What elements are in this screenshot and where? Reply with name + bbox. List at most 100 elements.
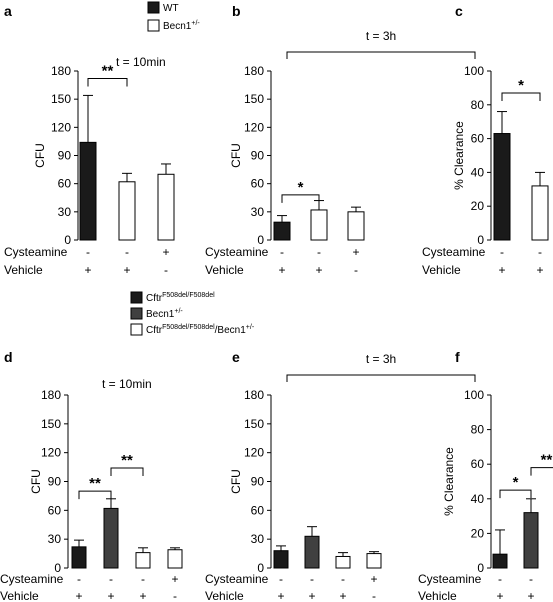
time-bracket-label: t = 3h: [366, 29, 396, 43]
cysteamine-sign: -: [125, 245, 129, 259]
y-tick-label: 120: [244, 446, 264, 460]
y-axis-label: CFU: [29, 469, 43, 494]
vehicle-sign: +: [315, 263, 322, 277]
bar: [523, 512, 539, 569]
legend-swatch: [147, 19, 160, 32]
bar: [492, 553, 508, 569]
bar: [310, 209, 328, 241]
significance-label: *: [518, 77, 524, 94]
y-tick-label: 80: [471, 423, 485, 437]
time-bracket: [286, 51, 476, 59]
panel-label: e: [232, 349, 240, 365]
y-tick-label: 120: [51, 120, 71, 134]
row-label-cysteamine: Cysteamine: [205, 245, 269, 259]
y-tick-label: 40: [471, 165, 485, 179]
significance-label: **: [89, 475, 101, 492]
significance-bracket: [530, 467, 553, 476]
y-tick-label: 120: [41, 446, 61, 460]
significance-label: *: [298, 179, 304, 196]
row-label-vehicle: Vehicle: [205, 263, 244, 277]
vehicle-sign: -: [354, 263, 358, 277]
vehicle-sign: +: [339, 589, 346, 602]
cysteamine-sign: -: [529, 572, 533, 586]
cysteamine-sign: +: [171, 572, 178, 586]
significance-bracket: [78, 490, 112, 500]
cysteamine-sign: -: [279, 572, 283, 586]
legend-label: Becn1+/-: [163, 20, 200, 32]
row-label-vehicle: Vehicle: [4, 263, 43, 277]
cysteamine-sign: -: [498, 572, 502, 586]
vehicle-sign: +: [278, 263, 285, 277]
significance-label: **: [541, 452, 553, 469]
y-axis-label: CFU: [229, 143, 243, 168]
y-tick-label: 0: [257, 561, 264, 575]
cysteamine-sign: -: [141, 572, 145, 586]
significance-label: **: [102, 63, 114, 80]
y-tick-label: 90: [48, 475, 62, 489]
y-tick-label: 180: [41, 388, 61, 402]
row-label-vehicle: Vehicle: [418, 589, 457, 602]
legend-swatch: [130, 291, 143, 304]
panel-title: t = 10min: [102, 377, 152, 391]
legend-swatch: [130, 307, 143, 320]
significance-bracket: [87, 78, 128, 87]
y-tick-label: 180: [244, 64, 264, 78]
row-label-vehicle: Vehicle: [0, 589, 39, 602]
bar: [79, 141, 97, 241]
cysteamine-sign: -: [280, 245, 284, 259]
legend-swatch: [130, 323, 143, 336]
y-tick-label: 100: [464, 64, 484, 78]
bar: [273, 550, 289, 569]
cysteamine-sign: -: [341, 572, 345, 586]
bar: [167, 549, 183, 569]
y-tick-label: 120: [244, 120, 264, 134]
legend-label: WT: [163, 3, 179, 14]
vehicle-sign: +: [496, 589, 503, 602]
vehicle-sign: -: [173, 589, 177, 602]
significance-bracket: [110, 467, 144, 477]
y-tick-label: 60: [58, 177, 72, 191]
panel-title: t = 10min: [116, 55, 166, 69]
cysteamine-sign: -: [317, 245, 321, 259]
y-axis-label: % Clearance: [442, 447, 456, 516]
y-axis-label: CFU: [229, 469, 243, 494]
y-tick-label: 90: [251, 149, 265, 163]
significance-bracket: [281, 194, 320, 203]
bar: [304, 535, 320, 569]
row-label-vehicle: Vehicle: [205, 589, 244, 602]
cysteamine-sign: -: [86, 245, 90, 259]
vehicle-sign: +: [536, 263, 543, 277]
cysteamine-sign: -: [538, 245, 542, 259]
panel-label: f: [455, 349, 460, 365]
y-tick-label: 60: [251, 177, 265, 191]
panel-d: d t = 10min 0 30 60 90 120 150 180 CFU ** ** - - - + + + +…: [0, 349, 183, 602]
panel-label: d: [4, 349, 13, 365]
row-label-cysteamine: Cysteamine: [418, 572, 482, 586]
y-tick-label: 80: [471, 98, 485, 112]
vehicle-sign: +: [123, 263, 130, 277]
cysteamine-sign: -: [77, 572, 81, 586]
panel-label: b: [232, 3, 241, 19]
y-tick-label: 40: [471, 492, 485, 506]
y-tick-label: 20: [471, 199, 485, 213]
y-tick-label: 150: [51, 92, 71, 106]
cysteamine-sign: +: [370, 572, 377, 586]
bar: [157, 173, 175, 241]
row-label-vehicle: Vehicle: [422, 263, 461, 277]
legend-label: CftrF508del/F508del: [146, 292, 215, 304]
bar: [135, 552, 151, 569]
y-tick-label: 180: [244, 388, 264, 402]
row-label-cysteamine: Cysteamine: [0, 572, 64, 586]
bar: [71, 546, 87, 569]
vehicle-sign: +: [308, 589, 315, 602]
vehicle-sign: +: [84, 263, 91, 277]
y-axis-label: CFU: [33, 143, 47, 168]
cysteamine-sign: -: [500, 245, 504, 259]
y-tick-label: 90: [251, 475, 265, 489]
vehicle-sign: +: [139, 589, 146, 602]
